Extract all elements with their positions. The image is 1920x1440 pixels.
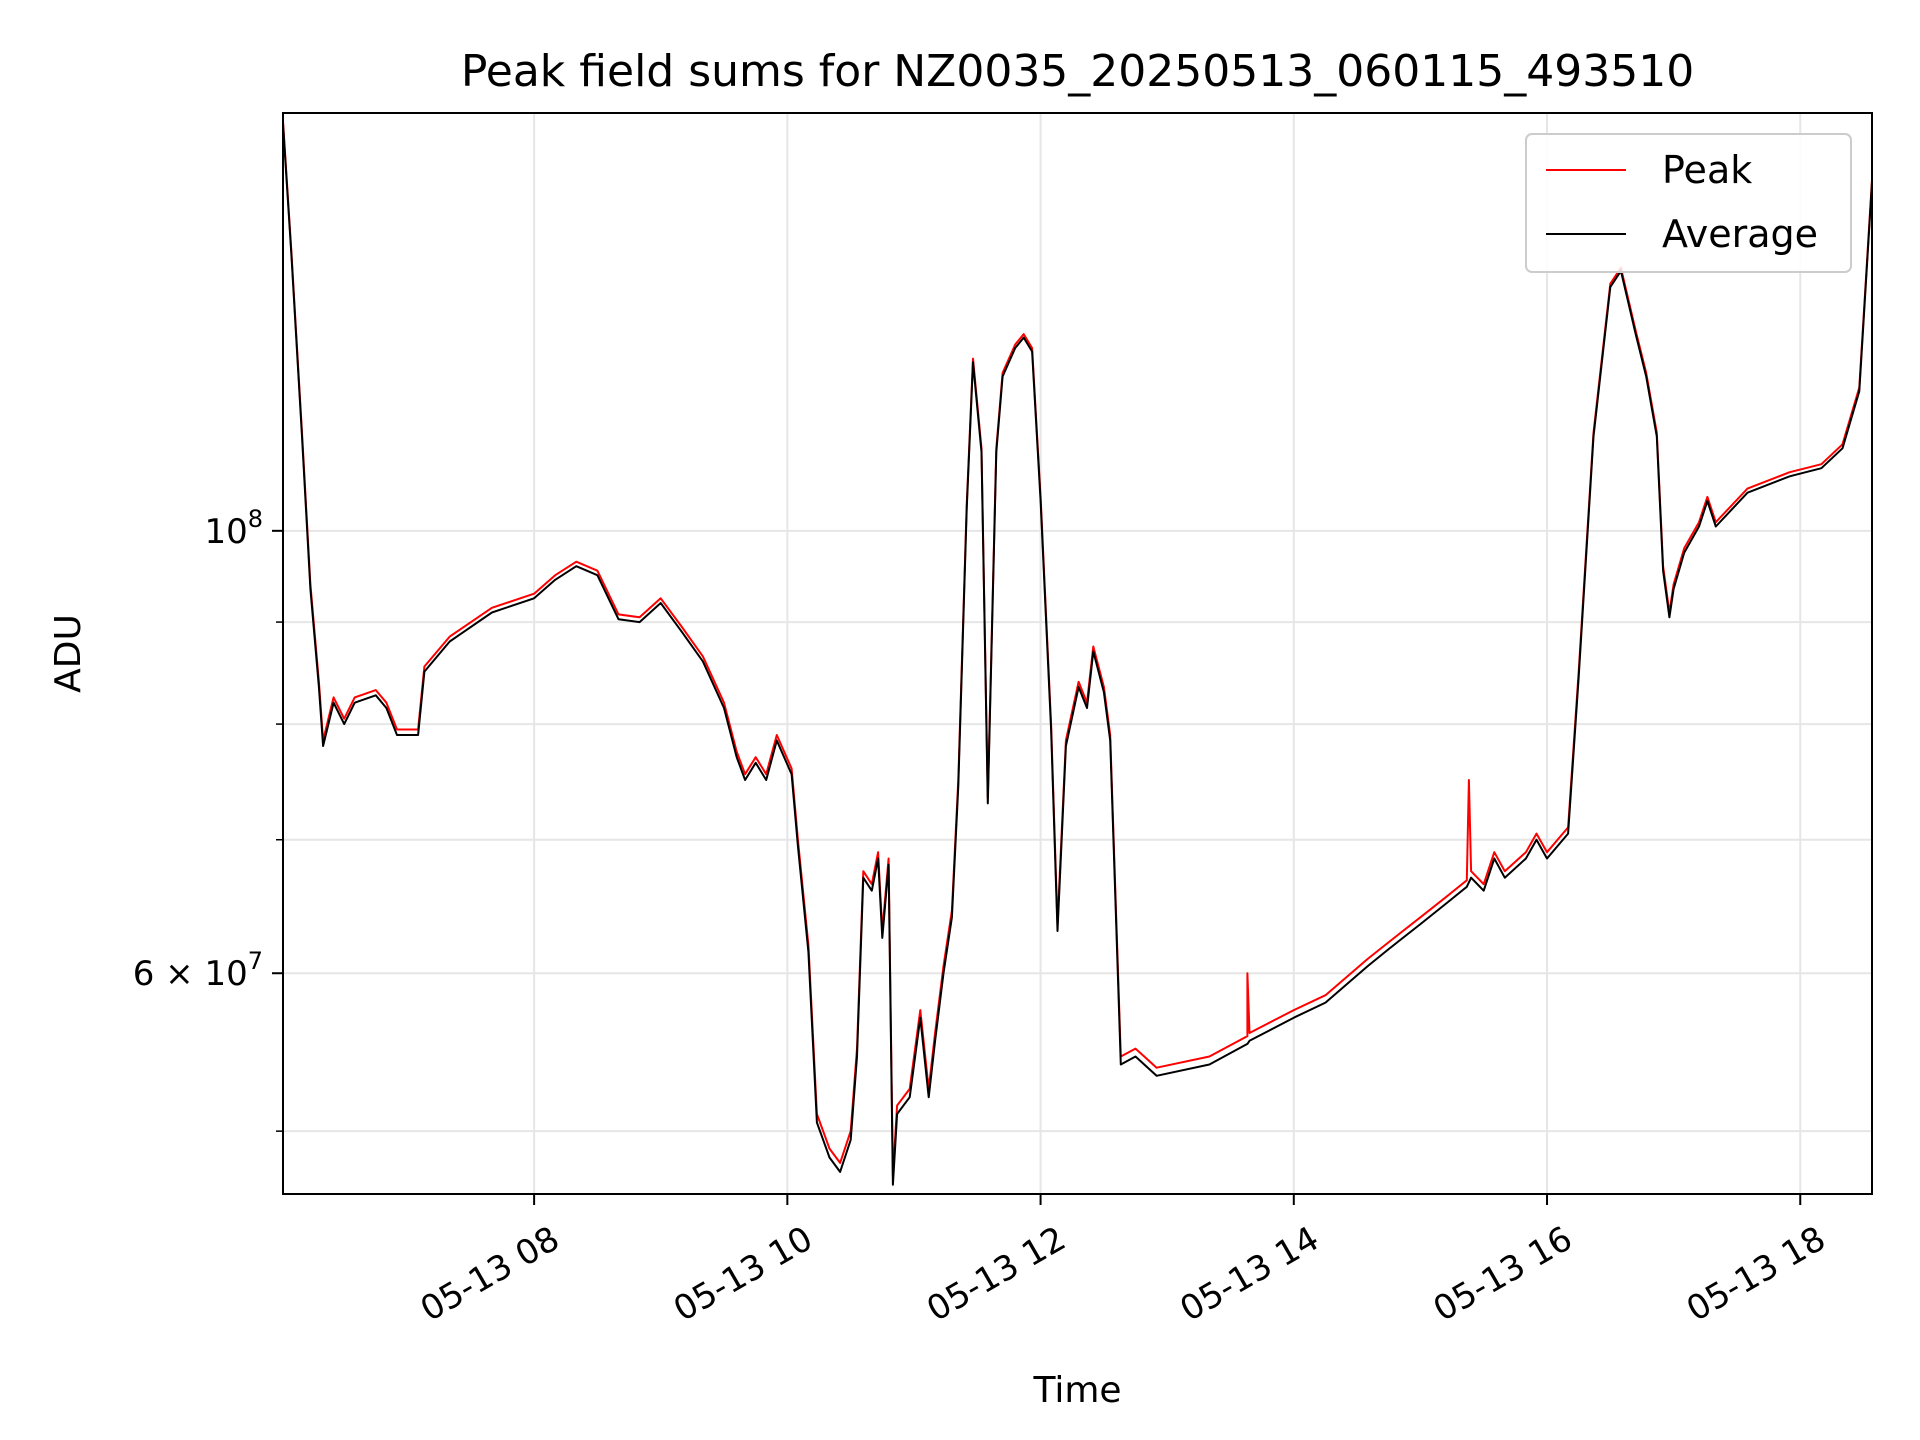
x-tick-label: 05-13 08 bbox=[414, 1219, 566, 1330]
x-tick-label: 05-13 14 bbox=[1174, 1219, 1326, 1330]
x-tick-label: 05-13 12 bbox=[920, 1219, 1072, 1330]
x-tick-label: 05-13 16 bbox=[1427, 1219, 1579, 1330]
legend: Peak Average bbox=[1525, 133, 1852, 273]
y-tick-label: 108 bbox=[204, 505, 263, 552]
y-tick-label: 6 × 107 bbox=[133, 947, 263, 994]
grid bbox=[283, 113, 1872, 1194]
x-tick-label: 05-13 10 bbox=[667, 1219, 819, 1330]
plot-frame bbox=[282, 112, 1873, 1195]
series-line-average bbox=[282, 123, 1873, 1186]
legend-label-average: Average bbox=[1662, 212, 1818, 256]
series-layer bbox=[282, 121, 1873, 1186]
chart-title: Peak field sums for NZ0035_20250513_0601… bbox=[461, 46, 1694, 97]
legend-box bbox=[1525, 133, 1852, 273]
x-axis-label: Time bbox=[1032, 1370, 1121, 1411]
axis-ticks: 05-13 08 05-13 10 05-13 12 05-13 14 05-13 16… bbox=[133, 505, 1833, 1330]
series-line-peak bbox=[282, 121, 1873, 1177]
legend-label-peak: Peak bbox=[1662, 148, 1752, 192]
x-tick-label: 05-13 18 bbox=[1680, 1219, 1832, 1330]
y-axis-label: ADU bbox=[48, 614, 89, 693]
